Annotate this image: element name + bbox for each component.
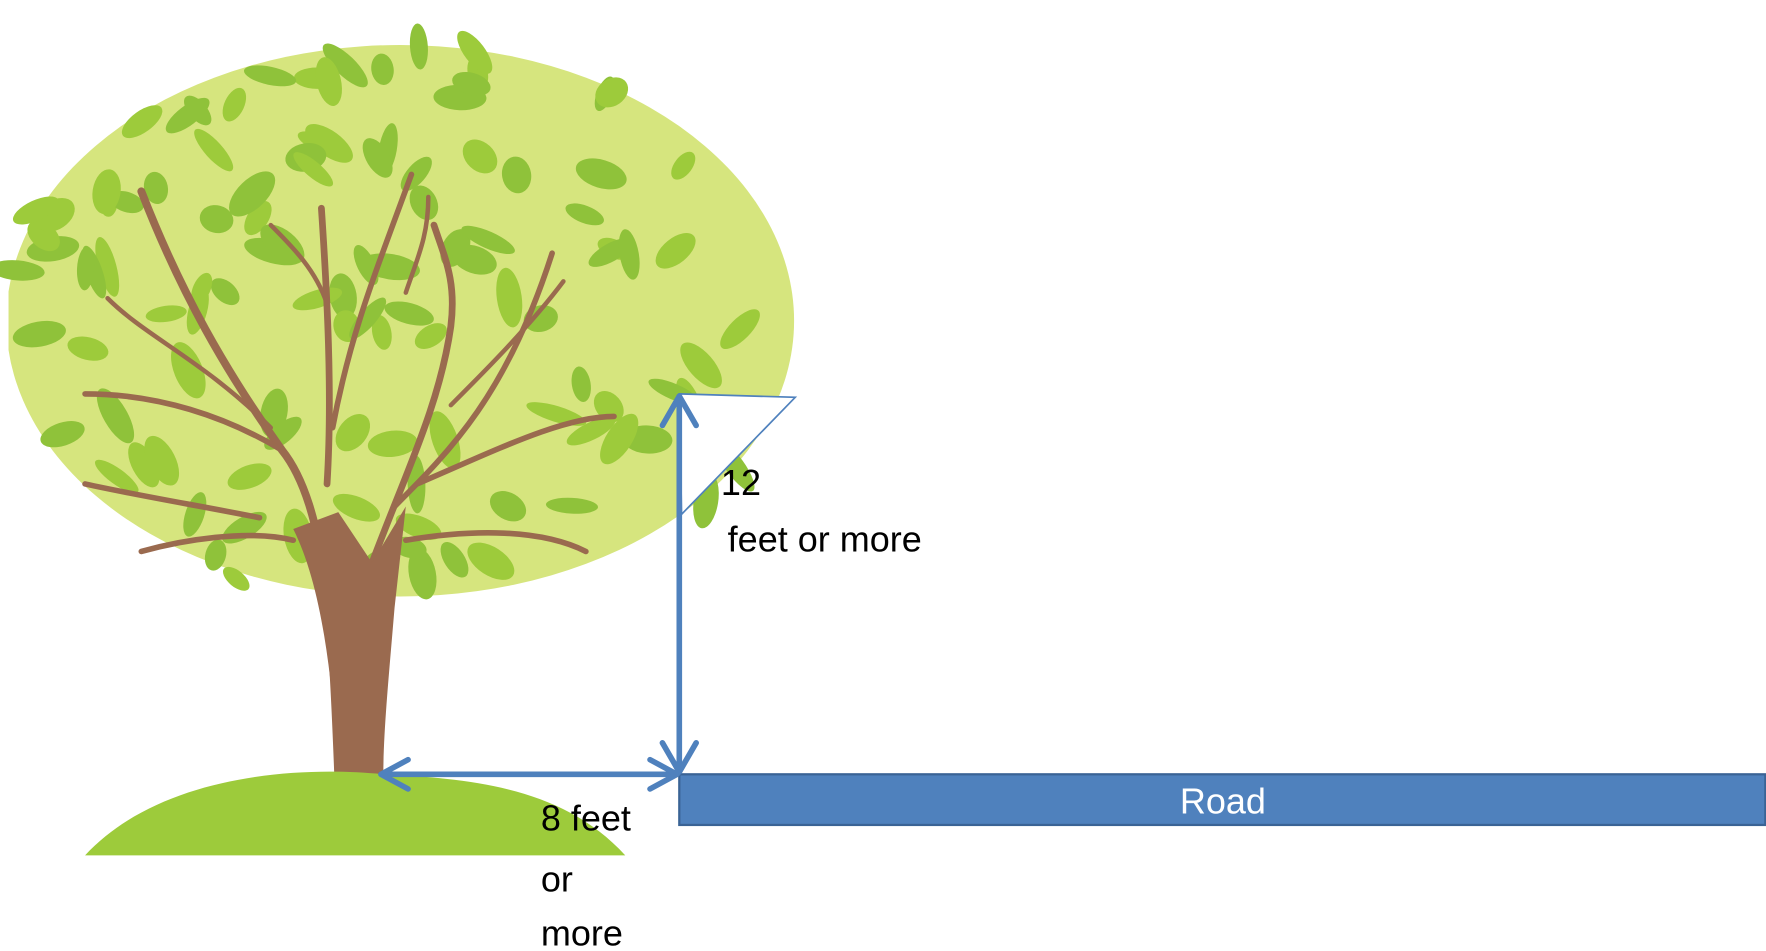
diagram: Road 12 feet or more 8 feet or more (0, 0, 1766, 951)
distance-label: more (541, 912, 623, 951)
distance-label: or (541, 858, 573, 899)
height-label: feet or more (728, 518, 922, 559)
trunk (293, 506, 406, 776)
distance-label: 8 feet (541, 798, 631, 839)
page: {"labels": {"height": ["12", "feet or mo… (0, 0, 1766, 951)
height-label: 12 (721, 462, 761, 503)
road-label: Road (1180, 781, 1266, 822)
